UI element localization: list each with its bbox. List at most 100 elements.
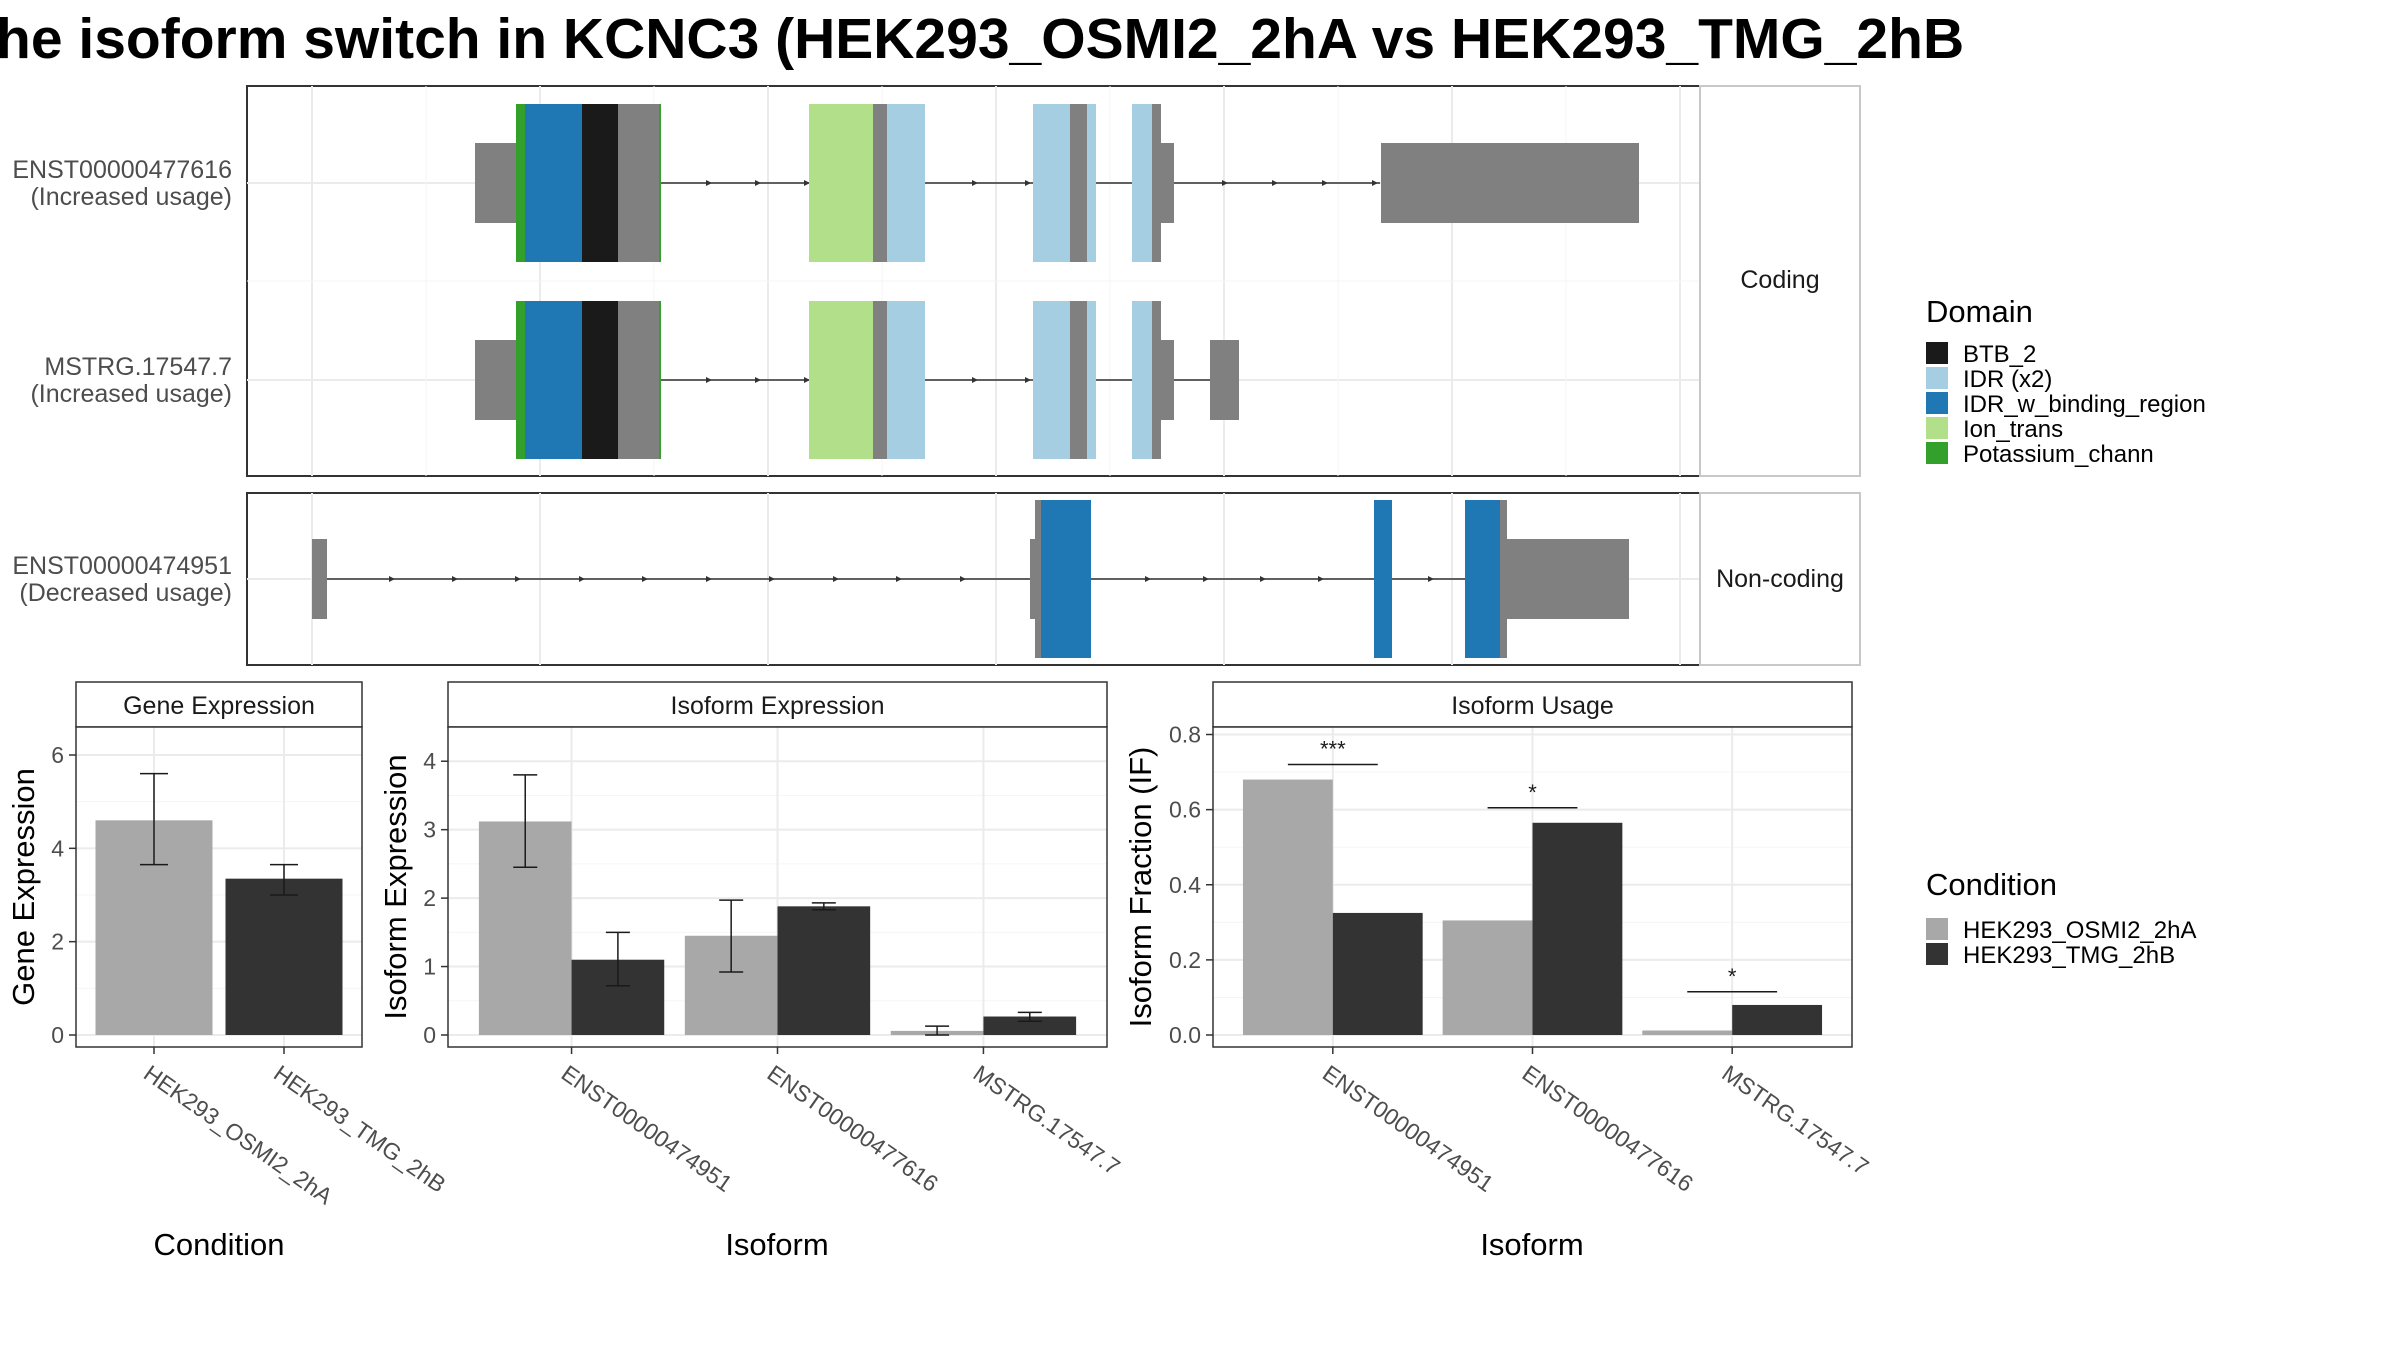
legend-label: Ion_trans (1963, 416, 2063, 443)
domain-idr-w-binding-region (525, 301, 582, 459)
domain-legend-title: Domain (1926, 294, 2033, 329)
bar (777, 906, 871, 1035)
utr-exon (1161, 340, 1174, 420)
cds-exon (873, 301, 887, 459)
y-axis-title: Isoform Expression (378, 754, 413, 1019)
y-tick-label: 6 (51, 742, 64, 768)
legend-label: HEK293_TMG_2hB (1963, 942, 2175, 969)
legend-swatch (1926, 392, 1948, 414)
y-axis-title: Gene Expression (6, 768, 41, 1006)
x-tick-label: ENST00000474951 (557, 1060, 737, 1197)
domain-legend: Domain BTB_2 IDR (x2) IDR_w_binding_regi… (1926, 294, 2206, 468)
legend-swatch (1926, 367, 1948, 389)
domain-ion-trans (809, 104, 873, 262)
y-tick-label: 0.2 (1169, 947, 1201, 973)
y-axis-title: Isoform Fraction (IF) (1123, 747, 1158, 1028)
cds-exon (873, 104, 887, 262)
exon (312, 539, 327, 619)
cds-exon (1152, 301, 1161, 459)
domain-idr (1033, 104, 1070, 262)
exon (1035, 500, 1041, 658)
transcript-track-enst00000477616 (475, 104, 1639, 262)
chart-title: Isoform Expression (671, 692, 885, 720)
cds-exon (618, 104, 660, 262)
intron-arrows (706, 180, 1378, 186)
y-tick-label: 0.0 (1169, 1022, 1201, 1048)
domain-ion-trans (809, 301, 873, 459)
condition-legend-title: Condition (1926, 867, 2057, 902)
y-tick-label: 0 (51, 1022, 64, 1048)
x-tick-label: ENST00000477616 (763, 1060, 943, 1197)
facet-strip-non-coding (1699, 492, 1861, 666)
x-tick-label: ENST00000474951 (1318, 1060, 1498, 1197)
bar (1532, 822, 1623, 1035)
y-tick-label: 4 (423, 748, 436, 774)
plot-panel-border (75, 726, 363, 1048)
intron-arrows (389, 576, 1434, 582)
exon (1030, 539, 1035, 619)
legend-swatch (1926, 342, 1948, 364)
x-axis-title: Isoform (725, 1227, 828, 1262)
facet-strip (447, 681, 1108, 728)
legend-label: HEK293_OSMI2_2hA (1963, 917, 2196, 944)
cds-exon (1070, 104, 1087, 262)
domain-potassium-chann (516, 301, 525, 459)
utr-exon (475, 143, 516, 223)
domain-idr (1087, 104, 1096, 262)
domain-idr (1132, 104, 1152, 262)
cds-exon (1152, 104, 1161, 262)
domain-potassium-chann (516, 104, 525, 262)
chart-title: Gene Expression (123, 692, 315, 720)
x-axis-title: Condition (154, 1227, 285, 1262)
utr-exon (1210, 340, 1239, 420)
legend-label: IDR (x2) (1963, 366, 2052, 393)
utr-exon (475, 340, 516, 420)
bar (983, 1016, 1077, 1035)
bar (1332, 912, 1423, 1035)
structure-coding-panel: Coding (246, 85, 1861, 477)
y-tick-label: 3 (423, 817, 436, 843)
legend-swatch (1926, 943, 1948, 965)
y-tick-label: 0.4 (1169, 872, 1201, 898)
utr-exon (1507, 539, 1629, 619)
chart-title: Isoform Usage (1451, 692, 1614, 720)
exon (1500, 500, 1507, 658)
facet-label-coding: Coding (1740, 266, 1819, 294)
domain-idr-w-binding-region (1465, 500, 1500, 658)
structure-noncoding-panel: Non-coding (246, 492, 1861, 666)
y-tick-label: 4 (51, 835, 64, 861)
legend-swatch (1926, 918, 1948, 940)
legend-label: BTB_2 (1963, 341, 2036, 368)
domain-btb-2 (582, 301, 618, 459)
y-tick-label: 2 (51, 929, 64, 955)
domain-idr (887, 104, 925, 262)
y-tick-label: 2 (423, 885, 436, 911)
domain-idr (1087, 301, 1096, 459)
intron-arrows (706, 377, 1031, 383)
domain-idr (1033, 301, 1070, 459)
legend-label: Potassium_chann (1963, 441, 2154, 468)
domain-potassium-chann-edge (659, 104, 661, 262)
cds-exon (1070, 301, 1087, 459)
transcript-id-label: ENST00000477616 (12, 156, 232, 184)
x-tick-label: ENST00000477616 (1518, 1060, 1698, 1197)
transcript-track-enst00000474951 (312, 500, 1629, 658)
legend-swatch (1926, 417, 1948, 439)
x-tick-label: MSTRG.17547.7 (1717, 1060, 1873, 1180)
bar (1242, 779, 1333, 1035)
y-tick-label: 1 (423, 954, 436, 980)
condition-legend: Condition HEK293_OSMI2_2hA HEK293_TMG_2h… (1926, 867, 2196, 969)
facet-strip (75, 681, 363, 728)
x-tick-label: MSTRG.17547.7 (969, 1060, 1125, 1180)
bar (1732, 1004, 1823, 1035)
domain-btb-2 (582, 104, 618, 262)
bar (1442, 920, 1533, 1035)
utr-exon (1381, 143, 1639, 223)
domain-idr (1132, 301, 1152, 459)
figure-title: he isoform switch in KCNC3 (HEK293_OSMI2… (0, 7, 1964, 71)
y-tick-label: 0.8 (1169, 722, 1201, 748)
transcript-id-label: ENST00000474951 (12, 552, 232, 580)
y-tick-label: 0 (423, 1022, 436, 1048)
transcript-id-label: MSTRG.17547.7 (44, 353, 232, 381)
utr-exon (1161, 143, 1174, 223)
